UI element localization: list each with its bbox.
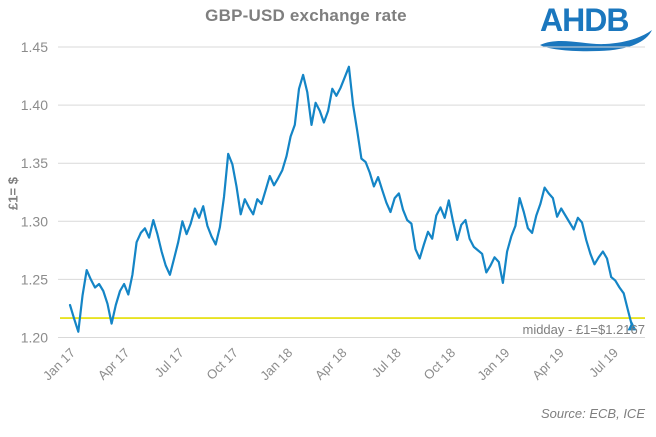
x-tick-label: Jul 19 xyxy=(586,345,621,380)
x-tick-label: Jan 18 xyxy=(257,345,295,383)
x-tick-label: Apr 18 xyxy=(312,345,350,383)
x-tick-label: Jul 17 xyxy=(152,345,187,380)
ahdb-logo-text: AHDB xyxy=(540,3,628,38)
gbp-usd-line xyxy=(68,65,634,333)
ahdb-logo-wave-icon xyxy=(540,30,652,52)
x-tick-label: Apr 19 xyxy=(529,345,567,383)
chart-title: GBP-USD exchange rate xyxy=(205,6,407,25)
source-credit: Source: ECB, ICE xyxy=(540,406,645,421)
y-tick-label: 1.25 xyxy=(21,271,48,287)
midday-rate-annotation: midday - £1=$1.2167 xyxy=(522,322,645,337)
x-tick-label: Apr 17 xyxy=(95,345,133,383)
y-tick-label: 1.45 xyxy=(21,39,48,55)
y-tick-label: 1.40 xyxy=(21,97,48,113)
x-tick-label: Jan 19 xyxy=(474,345,512,383)
y-tick-label: 1.35 xyxy=(21,155,48,171)
x-tick-label: Jul 18 xyxy=(369,345,404,380)
x-tick-label: Oct 17 xyxy=(203,345,241,383)
x-tick-label: Oct 18 xyxy=(421,345,459,383)
y-tick-label: 1.20 xyxy=(21,330,48,346)
ahdb-logo: AHDB xyxy=(540,3,652,52)
latest-point-marker-icon xyxy=(627,321,637,331)
x-tick-label: Jan 17 xyxy=(40,345,78,383)
y-tick-label: 1.30 xyxy=(21,213,48,229)
